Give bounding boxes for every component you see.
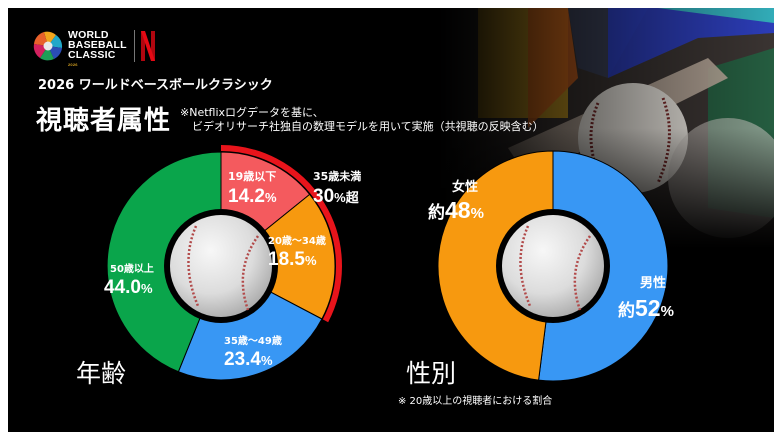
approx-prefix: 約 bbox=[428, 203, 445, 223]
gender-section-label: 性別 bbox=[406, 359, 457, 388]
segment-label: 19歳以下 bbox=[228, 170, 277, 183]
logo-divider bbox=[134, 30, 135, 62]
segment-20-34[interactable] bbox=[220, 193, 336, 320]
segment-value: 18.5 bbox=[268, 249, 305, 270]
segment-label: 女性 bbox=[452, 180, 479, 195]
label-under19: 19歳以下 14.2% bbox=[228, 168, 277, 208]
percent-unit: % bbox=[264, 190, 277, 205]
segment-value: 44.0 bbox=[104, 277, 141, 298]
approx-prefix: 約 bbox=[618, 301, 635, 321]
methodology-note: ※Netflixログデータを基に、 ビデオリサーチ社独自の数理モデルを用いて実施… bbox=[180, 106, 544, 134]
label-35-49: 35歳～49歳 23.4% bbox=[224, 332, 282, 371]
wbc-logo-text: WORLD BASEBALL CLASSIC 2026 bbox=[68, 30, 127, 70]
percent-unit: % bbox=[304, 253, 317, 268]
callout-value: 30 bbox=[313, 186, 335, 207]
age-section-label: 年齢 bbox=[76, 359, 127, 388]
page-title: 視聴者属性 bbox=[36, 106, 172, 136]
event-subtitle: 2026 ワールドベースボールクラシック bbox=[38, 78, 273, 93]
infographic-panel: WORLD BASEBALL CLASSIC 2026 2026 ワールドベース… bbox=[8, 8, 774, 432]
segment-female[interactable] bbox=[437, 150, 554, 381]
segment-value: 23.4 bbox=[224, 349, 261, 370]
label-female: 女性 約48% bbox=[428, 176, 484, 224]
under35-callout-arc bbox=[220, 145, 342, 323]
note-line-2: ビデオリサーチ社独自の数理モデルを用いて実施（共視聴の反映含む） bbox=[192, 120, 544, 133]
callout-label: 35歳未満 bbox=[313, 170, 362, 183]
segment-label: 50歳以上 bbox=[110, 264, 154, 275]
segment-value: 48 bbox=[445, 197, 471, 223]
segment-label: 男性 bbox=[640, 276, 667, 291]
percent-unit: % bbox=[140, 281, 153, 296]
baseball-icon bbox=[502, 215, 604, 317]
under35-callout: 35歳未満 30%超 bbox=[313, 168, 361, 208]
segment-value: 14.2 bbox=[228, 186, 265, 207]
wbc-logo-icon bbox=[33, 31, 63, 61]
percent-unit: % bbox=[334, 190, 346, 205]
segment-value: 52 bbox=[635, 295, 661, 321]
percent-unit: % bbox=[260, 353, 273, 368]
segment-50plus[interactable] bbox=[106, 151, 222, 373]
percent-unit: % bbox=[660, 303, 674, 320]
logo-line-baseball: BASEBALL bbox=[68, 39, 127, 51]
logo-line-classic: CLASSIC bbox=[68, 49, 116, 61]
segment-label: 20歳～34歳 bbox=[268, 236, 326, 247]
segment-label: 35歳～49歳 bbox=[224, 336, 282, 347]
chart-canvas bbox=[33, 8, 774, 382]
logo-line-world: WORLD bbox=[68, 29, 109, 41]
netflix-logo-icon bbox=[141, 31, 155, 61]
note-line-1: ※Netflixログデータを基に、 bbox=[180, 106, 324, 119]
gender-footnote: ※ 20歳以上の視聴者における割合 bbox=[398, 396, 553, 407]
label-male: 男性 約52% bbox=[618, 272, 674, 322]
callout-suffix: 超 bbox=[345, 191, 359, 206]
logo-year: 2026 bbox=[68, 62, 78, 67]
age-donut-chart bbox=[106, 145, 342, 381]
baseball-icon bbox=[170, 215, 272, 317]
label-50plus: 50歳以上 44.0% bbox=[104, 260, 154, 299]
gender-donut-chart bbox=[437, 150, 669, 382]
label-20-34: 20歳～34歳 18.5% bbox=[268, 232, 326, 271]
percent-unit: % bbox=[470, 205, 484, 222]
